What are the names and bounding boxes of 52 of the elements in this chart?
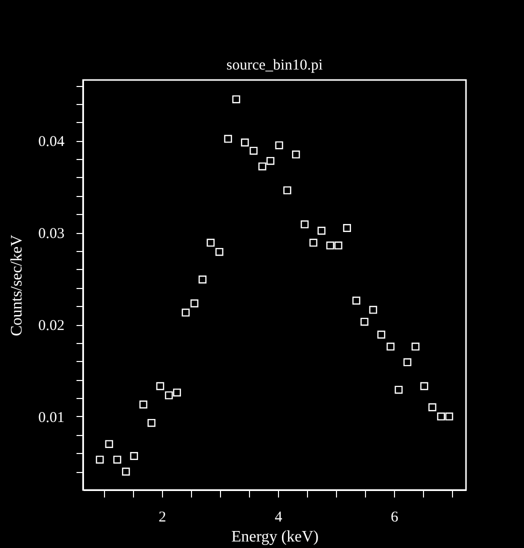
point bbox=[156, 382, 164, 390]
point bbox=[292, 150, 300, 158]
point bbox=[369, 306, 378, 314]
point bbox=[275, 141, 284, 150]
point bbox=[377, 330, 386, 339]
point bbox=[394, 386, 403, 394]
point bbox=[113, 456, 122, 464]
point bbox=[283, 186, 292, 194]
point bbox=[250, 146, 258, 155]
point bbox=[232, 95, 240, 104]
x-tick-label: 6 bbox=[390, 510, 399, 526]
point bbox=[139, 400, 148, 408]
point bbox=[445, 412, 454, 420]
point bbox=[326, 242, 334, 250]
point bbox=[148, 418, 156, 427]
y-tick-label: 0.03 bbox=[38, 226, 64, 242]
point bbox=[190, 299, 198, 308]
point bbox=[300, 220, 309, 228]
x-tick-label: 2 bbox=[158, 510, 166, 526]
point bbox=[334, 242, 342, 250]
point bbox=[224, 134, 232, 143]
point bbox=[215, 248, 224, 256]
y-axis-title: Counts/sec/keV bbox=[8, 234, 26, 336]
y-tick-label: 0.04 bbox=[38, 134, 65, 150]
point bbox=[206, 238, 215, 247]
point bbox=[240, 138, 249, 146]
point bbox=[403, 358, 412, 366]
point bbox=[318, 226, 326, 235]
point bbox=[130, 452, 138, 460]
point bbox=[258, 162, 266, 170]
y-tick-label: 0.02 bbox=[38, 318, 64, 334]
chart-title: source_bin10.pi bbox=[226, 58, 323, 74]
point bbox=[105, 440, 114, 448]
point bbox=[182, 308, 190, 317]
point bbox=[360, 318, 368, 326]
point bbox=[437, 412, 445, 420]
point bbox=[198, 276, 206, 284]
point bbox=[352, 296, 360, 305]
point bbox=[173, 388, 181, 397]
point bbox=[420, 382, 428, 390]
point bbox=[412, 342, 420, 351]
point bbox=[122, 468, 130, 476]
x-tick-label: 4 bbox=[274, 510, 283, 526]
y-tick-label: 0.01 bbox=[38, 410, 64, 426]
point bbox=[386, 342, 395, 351]
point bbox=[164, 391, 173, 400]
point bbox=[266, 156, 274, 165]
point bbox=[309, 238, 318, 247]
point bbox=[96, 456, 104, 464]
x-axis-title: Energy (keV) bbox=[231, 528, 319, 546]
point bbox=[343, 224, 351, 232]
point bbox=[428, 403, 436, 412]
